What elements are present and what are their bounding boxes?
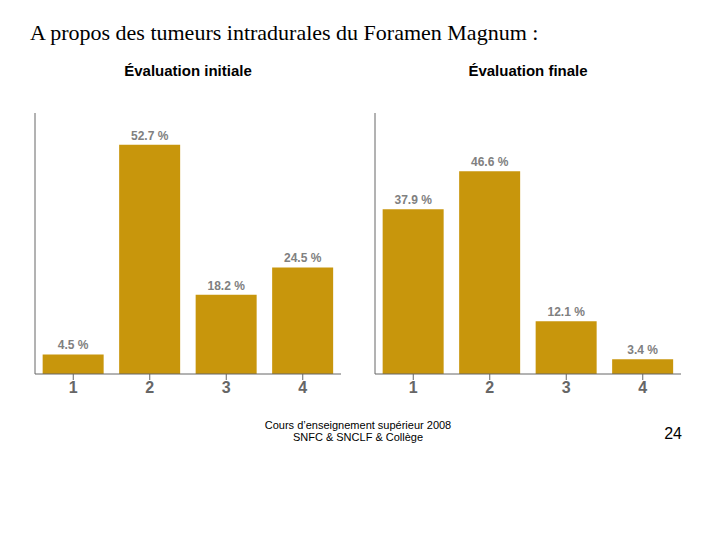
svg-text:4: 4 <box>298 379 307 396</box>
html-text:24: 24 <box>664 425 682 442</box>
svg-text:3.4 %: 3.4 % <box>627 343 658 357</box>
svg-text:37.9 %: 37.9 % <box>394 193 432 207</box>
svg-text:12.1 %: 12.1 % <box>547 305 585 319</box>
svg-text:4: 4 <box>638 379 647 396</box>
svg-text:3: 3 <box>222 379 231 396</box>
html-text:Évaluation initiale: Évaluation initiale <box>124 62 252 79</box>
svg-text:1: 1 <box>409 379 418 396</box>
html-text:Évaluation finale: Évaluation finale <box>468 62 588 79</box>
svg-text:4.5 %: 4.5 % <box>58 338 89 352</box>
svg-text:18.2 %: 18.2 % <box>207 279 245 293</box>
svg-text:3: 3 <box>562 379 571 396</box>
svg-text:1: 1 <box>69 379 78 396</box>
html-text:SNFC & SNCLF & Collège: SNFC & SNCLF & Collège <box>292 431 424 443</box>
html-text:Cours d’enseignement supérieur: Cours d’enseignement supérieur 2008 <box>264 419 452 431</box>
svg-text:2: 2 <box>485 379 494 396</box>
svg-text:46.6 %: 46.6 % <box>471 155 509 169</box>
svg-text:52.7 %: 52.7 % <box>131 129 169 143</box>
html-text:A propos des tumeurs intradura: A propos des tumeurs intradurales du For… <box>30 20 539 45</box>
svg-text:2: 2 <box>145 379 154 396</box>
svg-text:24.5 %: 24.5 % <box>284 251 322 265</box>
